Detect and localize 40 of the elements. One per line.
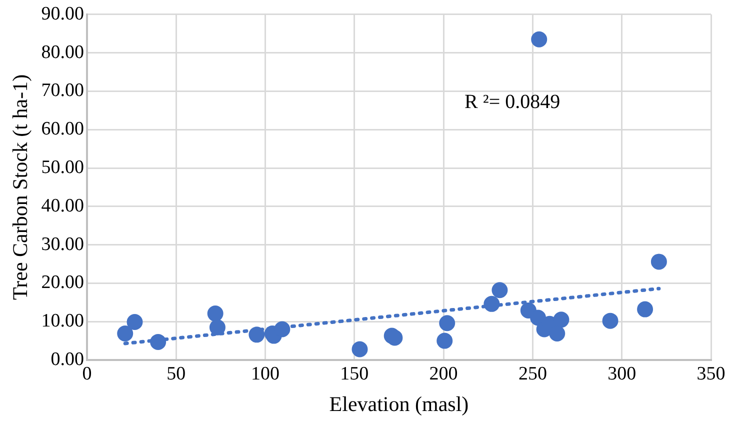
- x-tick-label: 300: [608, 363, 636, 384]
- point: [352, 341, 368, 358]
- point: [439, 315, 456, 332]
- point: [207, 306, 224, 322]
- x-axis-title: Elevation (masl): [329, 392, 469, 416]
- point: [553, 312, 570, 328]
- y-tick-label: 0.00: [50, 348, 84, 370]
- x-tick-label: 150: [340, 363, 369, 384]
- x-tick-label: 50: [166, 363, 186, 384]
- point: [150, 334, 166, 350]
- point: [531, 31, 548, 48]
- point: [386, 330, 403, 346]
- point: [492, 282, 508, 298]
- y-tick-label: 10.00: [41, 310, 84, 332]
- x-tick-label: 250: [518, 363, 547, 384]
- point: [637, 301, 654, 318]
- point: [602, 312, 618, 329]
- point: [549, 326, 566, 342]
- point: [650, 254, 667, 270]
- y-tick-label: 70.00: [41, 80, 84, 102]
- point: [436, 332, 453, 349]
- x-tick-label: 200: [429, 363, 458, 384]
- point: [209, 319, 226, 336]
- y-tick-label: 40.00: [41, 195, 84, 216]
- y-tick-label: 90.00: [41, 3, 84, 24]
- y-tick-label: 60.00: [41, 118, 84, 140]
- y-tick-label: 30.00: [41, 234, 84, 255]
- point: [117, 326, 134, 342]
- point: [248, 326, 265, 343]
- point: [274, 321, 290, 338]
- annotation: R ²= 0.0849: [464, 90, 560, 113]
- x-tick-label: 100: [251, 363, 280, 384]
- y-axis-title: Tree Carbon Stock (t ha-1): [8, 74, 32, 300]
- y-tick-label: 20.00: [41, 272, 84, 294]
- y-tick-label: 50.00: [41, 156, 84, 178]
- x-tick-label: 350: [696, 363, 726, 384]
- point: [126, 314, 143, 330]
- y-tick-label: 80.00: [41, 42, 84, 63]
- point: [484, 296, 500, 312]
- x-tick-label: 0: [82, 363, 92, 384]
